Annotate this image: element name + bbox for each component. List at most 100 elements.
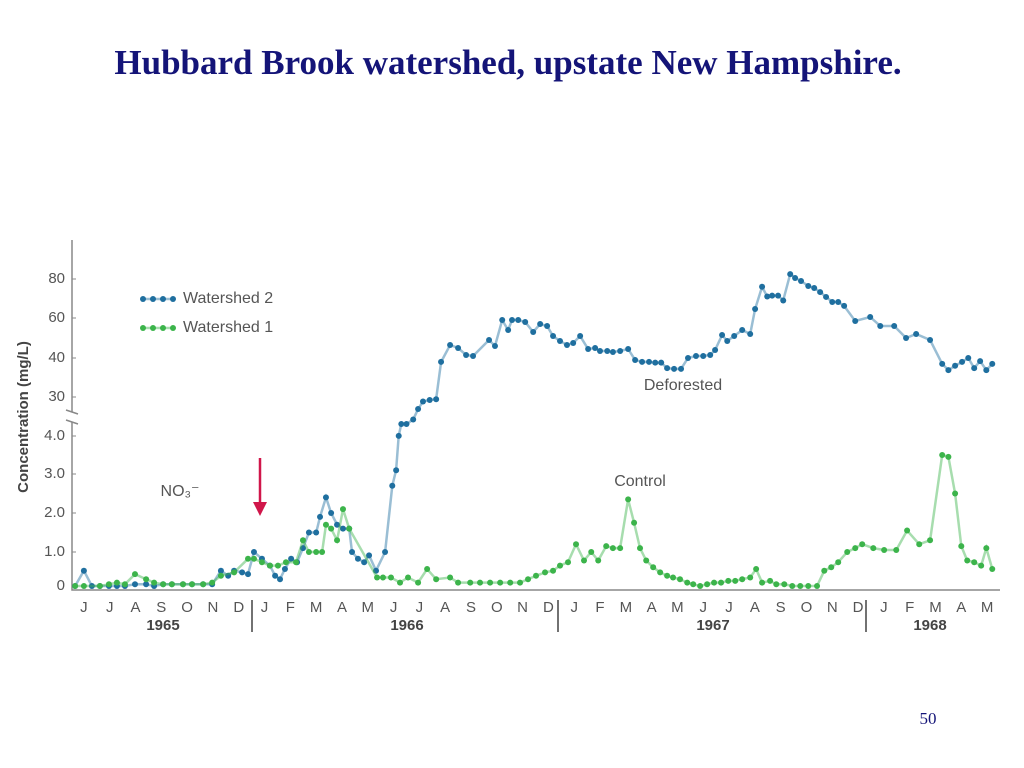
data-point <box>625 496 632 503</box>
data-point <box>143 576 150 583</box>
data-point <box>517 579 524 586</box>
data-point <box>387 574 394 581</box>
data-point <box>719 332 726 338</box>
data-point <box>277 576 284 583</box>
data-point <box>379 574 386 581</box>
data-point <box>143 581 150 588</box>
data-point <box>747 331 754 337</box>
x-tick-label: A <box>956 599 966 616</box>
data-point <box>415 579 422 586</box>
data-point <box>189 581 196 588</box>
x-tick-label: M <box>310 599 323 616</box>
data-point <box>769 292 776 299</box>
x-tick-label: D <box>853 599 864 616</box>
data-point <box>455 345 462 351</box>
data-point <box>671 365 678 372</box>
legend-dot <box>140 296 146 302</box>
data-point <box>447 574 454 581</box>
data-point <box>664 365 671 372</box>
y-tick-label: 40 <box>48 349 65 366</box>
data-point <box>764 293 771 300</box>
data-point <box>328 525 335 532</box>
data-point <box>805 283 812 290</box>
year-label: 1965 <box>146 617 179 634</box>
data-point <box>609 349 616 355</box>
x-tick-label: J <box>570 599 578 616</box>
data-point <box>964 557 971 564</box>
data-point <box>852 318 859 324</box>
data-point <box>852 545 859 552</box>
data-point <box>704 581 711 588</box>
y-tick-label: 2.0 <box>44 504 65 521</box>
x-tick-label: O <box>491 599 503 616</box>
data-point <box>419 398 426 405</box>
data-point <box>664 572 671 579</box>
x-tick-label: J <box>80 599 88 616</box>
x-tick-label: M <box>362 599 375 616</box>
data-point <box>711 579 718 586</box>
data-point <box>637 545 644 552</box>
data-point <box>678 365 685 372</box>
year-label: 1967 <box>696 617 729 634</box>
data-point <box>585 346 592 352</box>
data-point <box>565 559 572 566</box>
data-point <box>724 338 731 344</box>
data-point <box>700 353 707 359</box>
data-point <box>305 549 312 555</box>
legend-dot <box>140 325 146 331</box>
data-point <box>96 583 103 589</box>
data-point <box>747 574 754 581</box>
data-point <box>693 353 700 359</box>
data-point <box>603 543 610 550</box>
x-tick-label: O <box>801 599 813 616</box>
legend-dot <box>150 325 156 331</box>
data-point <box>657 569 664 576</box>
x-tick-label: J <box>106 599 114 616</box>
data-point <box>410 416 417 423</box>
data-point <box>841 302 848 309</box>
data-point <box>557 338 564 344</box>
data-point <box>759 283 766 290</box>
y-tick-label: 3.0 <box>44 465 65 482</box>
data-point <box>753 566 760 572</box>
data-point <box>867 314 874 321</box>
x-tick-label: M <box>671 599 684 616</box>
data-point <box>798 277 805 284</box>
data-point <box>544 323 551 329</box>
data-point <box>405 574 412 581</box>
data-point <box>604 348 611 354</box>
data-point <box>328 510 335 516</box>
data-point <box>339 506 346 513</box>
data-point <box>904 527 911 534</box>
axis-break <box>65 409 79 425</box>
data-point <box>217 567 224 574</box>
data-point <box>609 545 616 552</box>
y-tick-label: 60 <box>48 309 65 326</box>
y-tick-label: 4.0 <box>44 427 65 444</box>
x-tick-label: J <box>390 599 398 616</box>
data-point <box>978 562 985 569</box>
data-point <box>588 549 595 555</box>
data-point <box>684 579 691 586</box>
data-point <box>403 421 410 427</box>
data-point <box>486 337 493 343</box>
legend-label: Watershed 1 <box>183 319 273 336</box>
data-point <box>80 567 87 574</box>
data-point <box>274 562 281 569</box>
x-tick-label: N <box>517 599 528 616</box>
data-point <box>739 576 746 583</box>
data-point <box>811 284 818 291</box>
arrow-head <box>253 502 267 516</box>
data-point <box>530 329 537 335</box>
data-point <box>282 559 289 566</box>
data-point <box>499 317 506 323</box>
data-point <box>313 529 320 536</box>
data-point <box>160 581 167 588</box>
legend-dot <box>170 325 176 331</box>
data-point <box>470 353 477 359</box>
data-point <box>168 581 175 588</box>
data-point <box>366 552 373 559</box>
x-tick-label: A <box>337 599 347 616</box>
